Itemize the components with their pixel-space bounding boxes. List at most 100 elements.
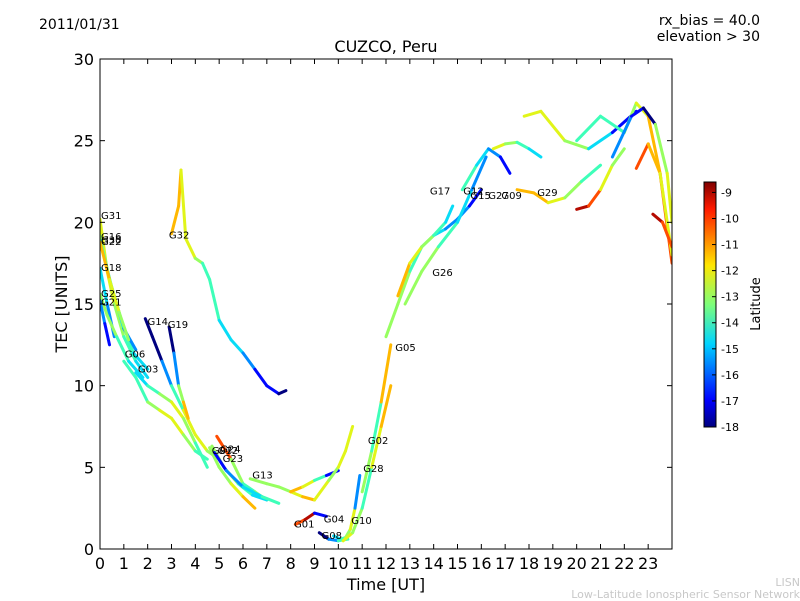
colorbar-tick-label: -16 — [721, 369, 739, 382]
x-tick-label: 6 — [238, 554, 248, 573]
series-segment — [265, 384, 281, 396]
x-tick-label: 2 — [143, 554, 153, 573]
series-segment — [229, 482, 245, 499]
x-tick-label: 9 — [309, 554, 319, 573]
series-g17 — [396, 204, 455, 298]
series-segment — [351, 506, 364, 535]
series-segment — [277, 389, 288, 396]
prn-label: G28 — [363, 464, 383, 475]
prn-label: G10 — [351, 516, 371, 527]
series-segment — [665, 171, 672, 224]
x-tick-label: 1 — [119, 554, 129, 573]
series-segment — [134, 371, 150, 388]
series-segment — [122, 359, 138, 379]
colorbar-tick-label: -14 — [721, 317, 739, 330]
series-segment — [127, 359, 145, 379]
series-segment — [436, 220, 459, 249]
prn-label: G14 — [148, 317, 168, 328]
series-segment — [100, 266, 109, 306]
prn-label: G05 — [395, 343, 415, 354]
series-segment — [289, 490, 305, 499]
series-g01 — [293, 511, 328, 526]
date-label: 2011/01/31 — [39, 17, 120, 33]
series-g15 — [460, 147, 512, 192]
series-g29 — [515, 163, 602, 205]
series-segment — [143, 317, 154, 339]
series-segment — [575, 204, 591, 211]
series-g27 — [610, 106, 672, 224]
x-tick-label: 23 — [638, 554, 658, 573]
rx-bias-label: rx_bias = 40.0 — [658, 13, 760, 29]
prn-label: G15 — [470, 191, 490, 202]
series-g13 — [248, 477, 316, 502]
series-segment — [563, 180, 583, 200]
series-segment — [344, 425, 355, 453]
series-segment — [100, 299, 107, 326]
series-segment — [100, 292, 109, 317]
series-segment — [289, 485, 305, 494]
series-segment — [420, 245, 440, 273]
series-segment — [444, 204, 455, 224]
series-segment — [158, 408, 173, 420]
series-segment — [172, 351, 181, 388]
series-g05 — [360, 343, 393, 494]
prn-label: G29 — [537, 188, 557, 199]
series-segment — [503, 140, 519, 146]
series-segment — [160, 359, 173, 388]
series-segment — [634, 142, 650, 170]
series-segment — [265, 482, 281, 489]
series-segment — [420, 233, 436, 249]
prn-label: G03 — [138, 364, 158, 375]
series-segment — [432, 220, 448, 237]
prn-label: G31 — [101, 211, 121, 222]
series-segment — [539, 109, 567, 143]
prn-label: G22 — [101, 237, 121, 248]
series-segment — [179, 168, 188, 241]
series-segment — [396, 269, 412, 306]
series-g18b — [651, 212, 672, 249]
series-segment — [193, 441, 209, 469]
series-segment — [217, 318, 233, 342]
series-segment — [217, 465, 233, 486]
colorbar-tick-label: -17 — [721, 395, 739, 408]
prn-label: G17 — [430, 186, 450, 197]
series-segment — [313, 474, 328, 482]
y-tick-label: 15 — [74, 295, 94, 314]
series-segment — [241, 495, 257, 510]
prn-label: G13 — [252, 471, 272, 482]
series-segment — [212, 451, 228, 473]
x-tick-label: 17 — [495, 554, 515, 573]
series-g14 — [143, 317, 221, 461]
series-g12b — [403, 155, 488, 306]
prn-label: G30 — [101, 235, 121, 246]
series-segment — [170, 416, 185, 437]
prn-label: G19 — [168, 320, 188, 331]
series-segment — [181, 416, 197, 445]
prn-label: G32 — [169, 230, 189, 241]
series-g10 — [332, 474, 362, 541]
colorbar-tick-label: -10 — [721, 212, 739, 225]
series-segment — [224, 469, 245, 489]
prn-label: G16 — [101, 232, 121, 243]
series-segment — [408, 245, 424, 265]
series-g28b — [634, 142, 672, 257]
series-g23 — [212, 451, 281, 505]
series-segment — [515, 188, 536, 195]
series-segment — [341, 531, 355, 543]
series-segment — [229, 457, 245, 486]
series-segment — [108, 278, 121, 314]
series-segment — [260, 495, 281, 505]
colorbar-ticks: -9 -10 -11 -12 -13 -14 -15 -16 -17 -18 — [712, 186, 739, 434]
prn-label: G23 — [223, 454, 243, 465]
series-segment — [241, 485, 264, 499]
series-segment — [317, 531, 331, 541]
series-segment — [630, 106, 645, 118]
elevation-label: elevation > 30 — [656, 29, 760, 45]
series-g11 — [575, 101, 672, 265]
series-segment — [610, 147, 626, 167]
y-tick-label: 10 — [74, 377, 94, 396]
series-g19 — [167, 325, 190, 420]
series-segment — [253, 367, 269, 388]
prn-label: G02 — [368, 436, 388, 447]
series-segment — [193, 433, 209, 453]
